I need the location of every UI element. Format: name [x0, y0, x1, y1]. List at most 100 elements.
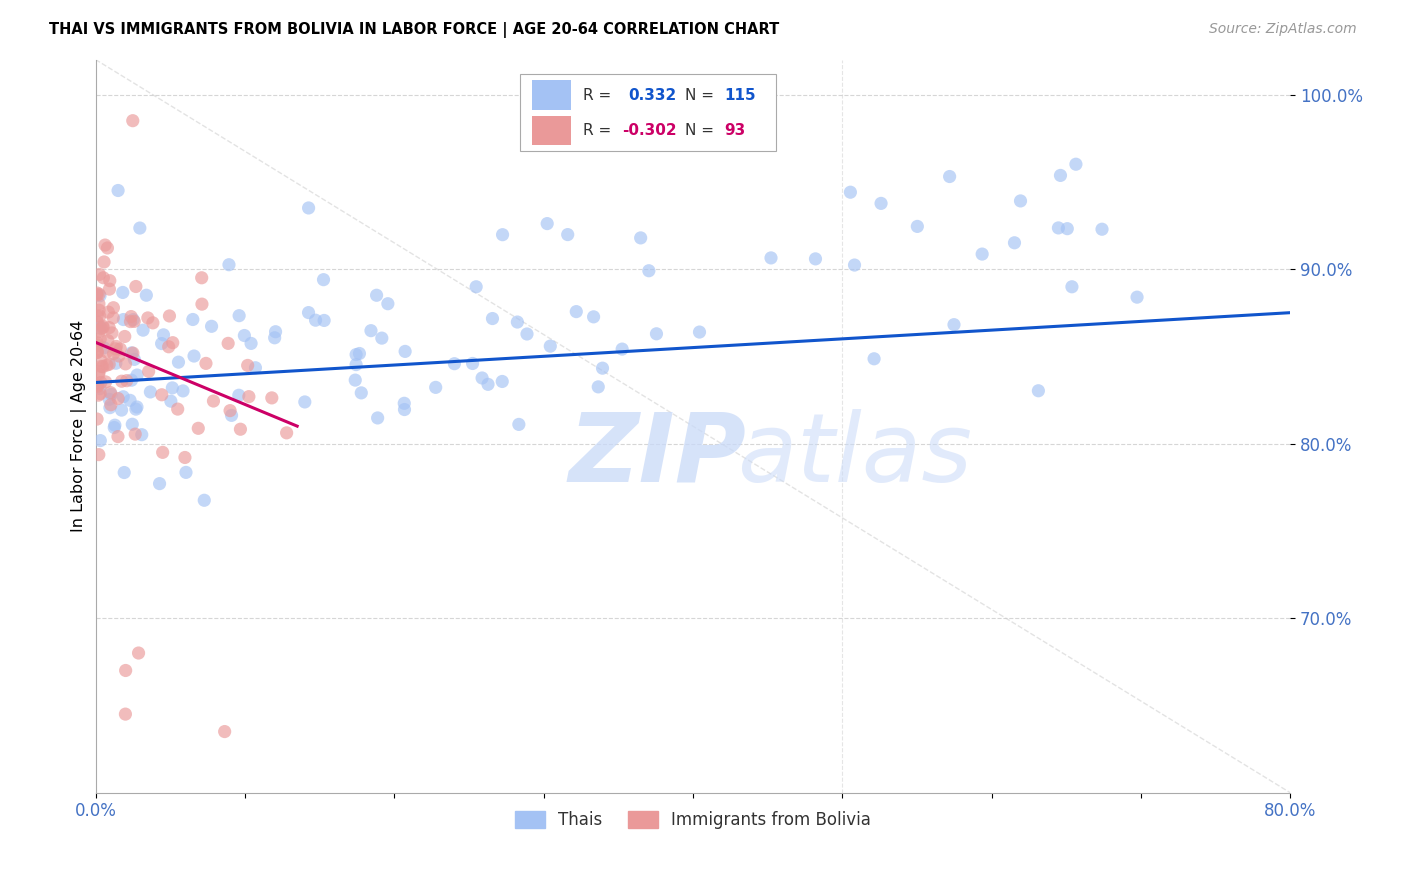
Point — [87, 303, 110, 318]
Point — [87, 287, 110, 301]
Point — [582, 310, 605, 324]
Point — [228, 309, 250, 323]
Point — [97, 305, 120, 319]
Point — [86, 309, 108, 323]
Text: ZIP: ZIP — [568, 409, 747, 502]
Point — [91, 319, 114, 334]
Point — [1060, 279, 1083, 293]
Point — [118, 393, 141, 408]
Point — [132, 323, 155, 337]
Point — [863, 351, 886, 366]
Point — [89, 268, 111, 282]
Point — [394, 402, 416, 417]
Point — [689, 325, 711, 339]
Point — [245, 360, 267, 375]
Point — [107, 392, 129, 406]
Point — [219, 403, 242, 417]
Point — [90, 376, 112, 390]
Point — [804, 252, 827, 266]
Point — [103, 420, 125, 434]
Point — [637, 264, 659, 278]
Point — [344, 373, 367, 387]
Y-axis label: In Labor Force | Age 20-64: In Labor Force | Age 20-64 — [72, 320, 87, 533]
Point — [759, 251, 782, 265]
Point — [166, 402, 188, 417]
Point — [121, 346, 143, 360]
Text: R =: R = — [583, 87, 616, 103]
Point — [1064, 157, 1087, 171]
Point — [360, 324, 382, 338]
Point — [90, 321, 112, 335]
Point — [263, 331, 285, 345]
Point — [128, 221, 150, 235]
Point — [112, 466, 135, 480]
Point — [367, 411, 389, 425]
Text: atlas: atlas — [737, 409, 972, 502]
Point — [86, 412, 108, 426]
Point — [491, 227, 513, 242]
Point — [304, 313, 326, 327]
Point — [98, 274, 121, 288]
Text: 0.332: 0.332 — [628, 87, 676, 103]
Point — [107, 429, 129, 443]
Point — [89, 382, 111, 396]
Point — [152, 445, 174, 459]
Point — [943, 318, 966, 332]
Point — [93, 255, 115, 269]
Point — [350, 385, 373, 400]
Point — [218, 258, 240, 272]
Point — [89, 332, 111, 346]
Point — [972, 247, 994, 261]
Point — [121, 113, 143, 128]
Point — [94, 238, 117, 252]
Point — [506, 315, 529, 329]
Text: THAI VS IMMIGRANTS FROM BOLIVIA IN LABOR FORCE | AGE 20-64 CORRELATION CHART: THAI VS IMMIGRANTS FROM BOLIVIA IN LABOR… — [49, 22, 779, 38]
Point — [125, 400, 148, 414]
Point — [87, 325, 110, 339]
Point — [228, 388, 250, 402]
Point — [481, 311, 503, 326]
Legend: Thais, Immigrants from Bolivia: Thais, Immigrants from Bolivia — [509, 804, 877, 836]
Point — [125, 279, 148, 293]
Point — [344, 348, 367, 362]
Point — [312, 273, 335, 287]
Point — [167, 355, 190, 369]
Text: -0.302: -0.302 — [623, 123, 678, 138]
Point — [200, 319, 222, 334]
Point — [103, 301, 125, 315]
Point — [1091, 222, 1114, 236]
Point — [114, 329, 136, 343]
Point — [121, 373, 143, 387]
Point — [107, 184, 129, 198]
Point — [870, 196, 893, 211]
Point — [111, 374, 134, 388]
Point — [297, 305, 319, 319]
Point — [394, 344, 416, 359]
Point — [127, 368, 149, 382]
Point — [90, 359, 112, 374]
Point — [297, 201, 319, 215]
Point — [98, 282, 121, 296]
Point — [159, 309, 181, 323]
Point — [538, 339, 561, 353]
Point — [471, 371, 494, 385]
Point — [93, 341, 115, 355]
Point — [565, 304, 588, 318]
Point — [87, 367, 110, 381]
Point — [110, 403, 132, 417]
Point — [1028, 384, 1050, 398]
Point — [181, 312, 204, 326]
Point — [96, 345, 118, 359]
Point — [86, 285, 108, 300]
Point — [87, 448, 110, 462]
Point — [443, 357, 465, 371]
Point — [96, 358, 118, 372]
Point — [157, 340, 180, 354]
Point — [630, 231, 652, 245]
Point — [592, 361, 614, 376]
Point — [508, 417, 530, 432]
Point — [120, 315, 142, 329]
Point — [536, 217, 558, 231]
Point — [172, 384, 194, 398]
Point — [150, 388, 173, 402]
